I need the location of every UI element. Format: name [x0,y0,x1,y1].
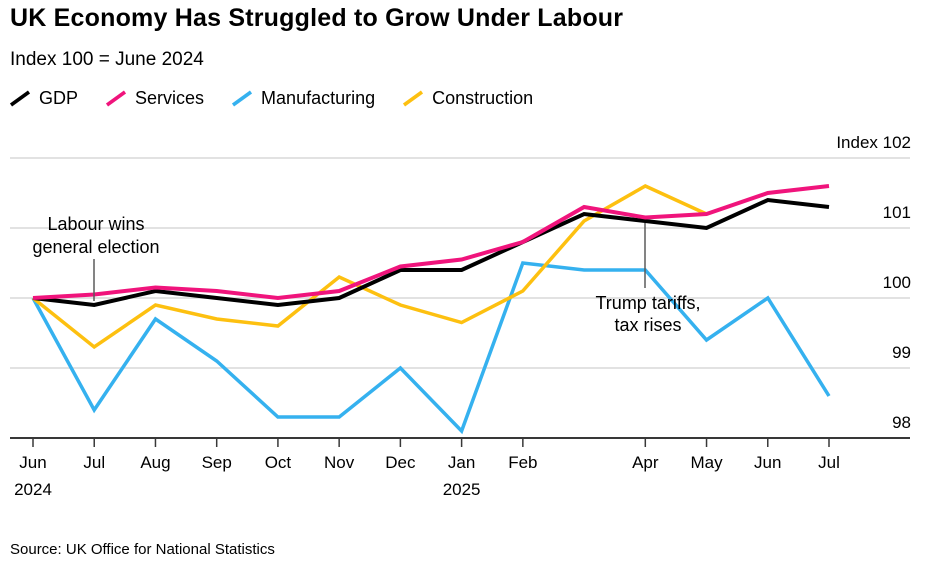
legend-item-manufacturing: Manufacturing [230,88,375,109]
legend-item-gdp: GDP [8,88,78,109]
annotation-text: Trump tariffs, [595,293,700,313]
series-line-gdp [32,197,830,308]
x-tick-label: Oct [265,453,292,472]
x-tick-label: May [690,453,723,472]
source-note: Source: UK Office for National Statistic… [10,541,275,558]
annotation-text: general election [32,237,159,257]
x-tick-label: Jul [818,453,840,472]
legend: GDP Services Manufacturing Construction [8,86,533,110]
legend-label: Construction [432,87,534,108]
x-tick-label: Dec [385,453,416,472]
x-tick-year-label: 2024 [14,480,52,499]
x-tick-label: Apr [632,453,659,472]
legend-item-services: Services [104,88,204,109]
legend-swatch-icon [403,90,424,106]
legend-swatch-icon [105,90,127,106]
y-tick-label: 99 [892,343,911,362]
annotation-text: tax rises [614,315,681,335]
x-tick-label: Feb [508,453,537,472]
legend-label: Manufacturing [261,87,376,108]
y-tick-label: 98 [892,413,911,432]
legend-label: Services [135,87,205,108]
y-tick-label: 101 [883,203,911,222]
y-tick-label: 100 [883,273,911,292]
legend-label: GDP [39,87,79,108]
x-tick-label: Jan [448,453,475,472]
x-tick-label: Jun [754,453,781,472]
x-tick-label: Jun [19,453,46,472]
series-line-manufacturing [31,261,831,435]
chart-subtitle: Index 100 = June 2024 [10,49,204,70]
annotation-trump: Trump tariffs,tax rises [595,223,701,335]
x-tick-label: Nov [324,453,355,472]
annotation-text: Labour wins [47,214,144,234]
y-axis-unit-label: Index 102 [836,133,911,152]
x-tick-label: Aug [140,453,170,472]
legend-item-construction: Construction [401,88,533,109]
x-tick-year-label: 2025 [443,480,481,499]
chart-title: UK Economy Has Struggled to Grow Under L… [10,4,624,32]
x-tick-label: Jul [83,453,105,472]
annotation-labour: Labour wins general election [32,214,160,301]
legend-swatch-icon [231,90,253,106]
series-line-services [32,184,830,301]
legend-swatch-icon [9,90,31,106]
x-tick-label: Sep [202,453,232,472]
